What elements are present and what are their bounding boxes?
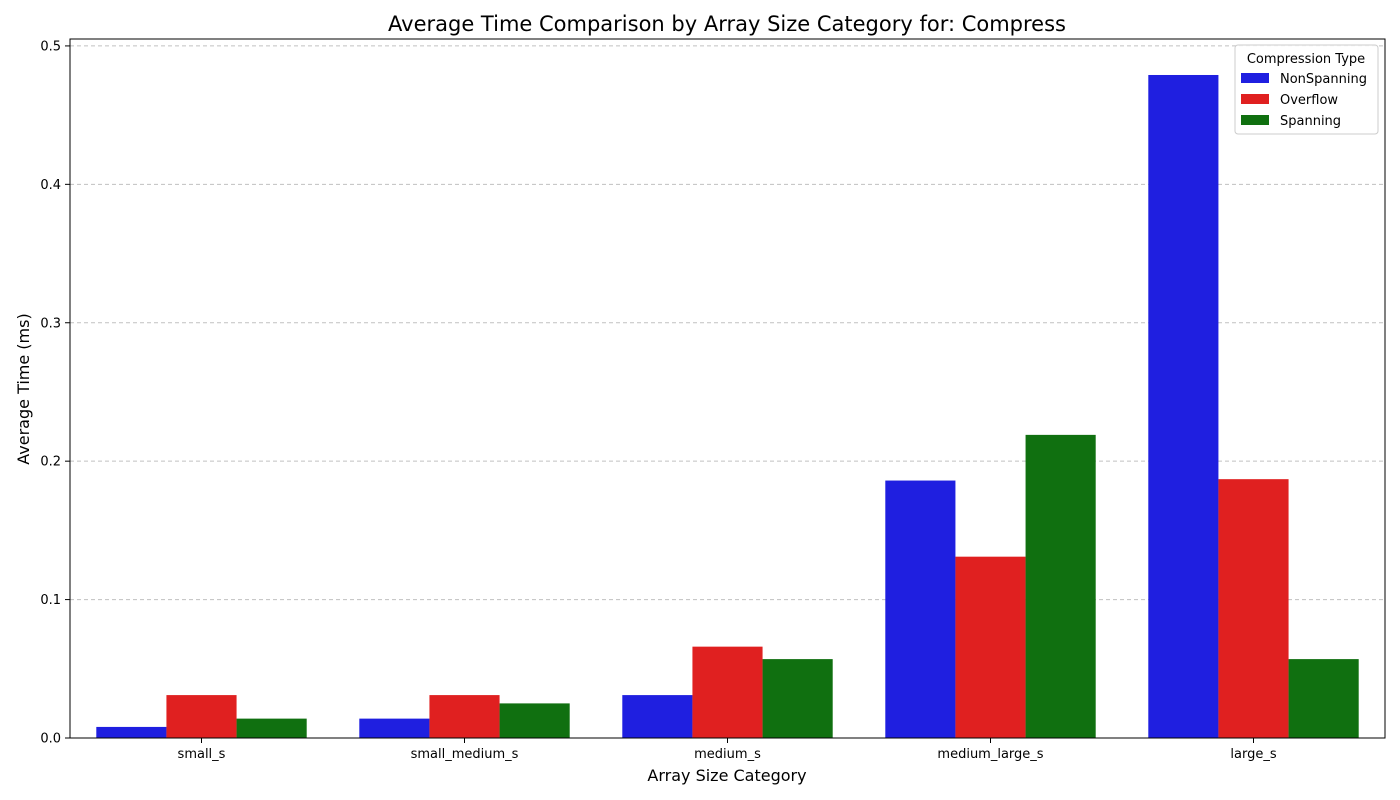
legend-box [1234,44,1379,135]
bar [359,718,430,738]
bar [166,695,237,738]
bar [1025,434,1096,738]
bar [236,718,307,738]
bar [762,659,833,738]
legend-swatch [1241,115,1269,125]
y-axis-label: Average Time (ms) [14,313,33,464]
legend-entry-label: Overflow [1280,93,1338,108]
legend-swatch [1241,73,1269,83]
x-tick-label: large_s [1230,747,1276,762]
y-tick-label: 0.3 [40,316,61,331]
x-tick-label: small_medium_s [411,747,519,762]
y-tick-label: 0.1 [40,593,61,608]
bar [96,726,167,738]
chart-title: Average Time Comparison by Array Size Ca… [388,12,1066,36]
bar [1218,479,1289,738]
bar [429,695,500,738]
bar [622,695,693,738]
x-tick-label: medium_large_s [937,747,1043,762]
legend: Compression Type NonSpanning Overflow Span… [1234,44,1379,135]
tick-labels: 0.0 0.1 0.2 0.3 0.4 0.5 small_s small_medium_s m… [40,39,1277,762]
x-tick-label: medium_s [694,747,761,762]
y-tick-label: 0.2 [40,455,61,470]
axes [65,38,1386,743]
legend-title: Compression Type [1247,52,1365,67]
bar [499,703,570,738]
y-tick-label: 0.5 [40,39,61,54]
legend-entry-label: Spanning [1280,114,1341,129]
bars [96,74,1359,739]
plot-frame [69,38,1386,739]
bar [1148,74,1219,739]
bar [885,480,956,738]
x-tick-label: small_s [178,747,226,762]
bar [692,646,763,738]
legend-entry-label: NonSpanning [1280,72,1367,87]
y-tick-label: 0.4 [40,178,61,193]
x-axis-label: Array Size Category [647,766,806,785]
bar [955,556,1026,738]
bar [1288,659,1359,738]
y-tick-label: 0.0 [40,732,61,747]
legend-swatch [1241,94,1269,104]
